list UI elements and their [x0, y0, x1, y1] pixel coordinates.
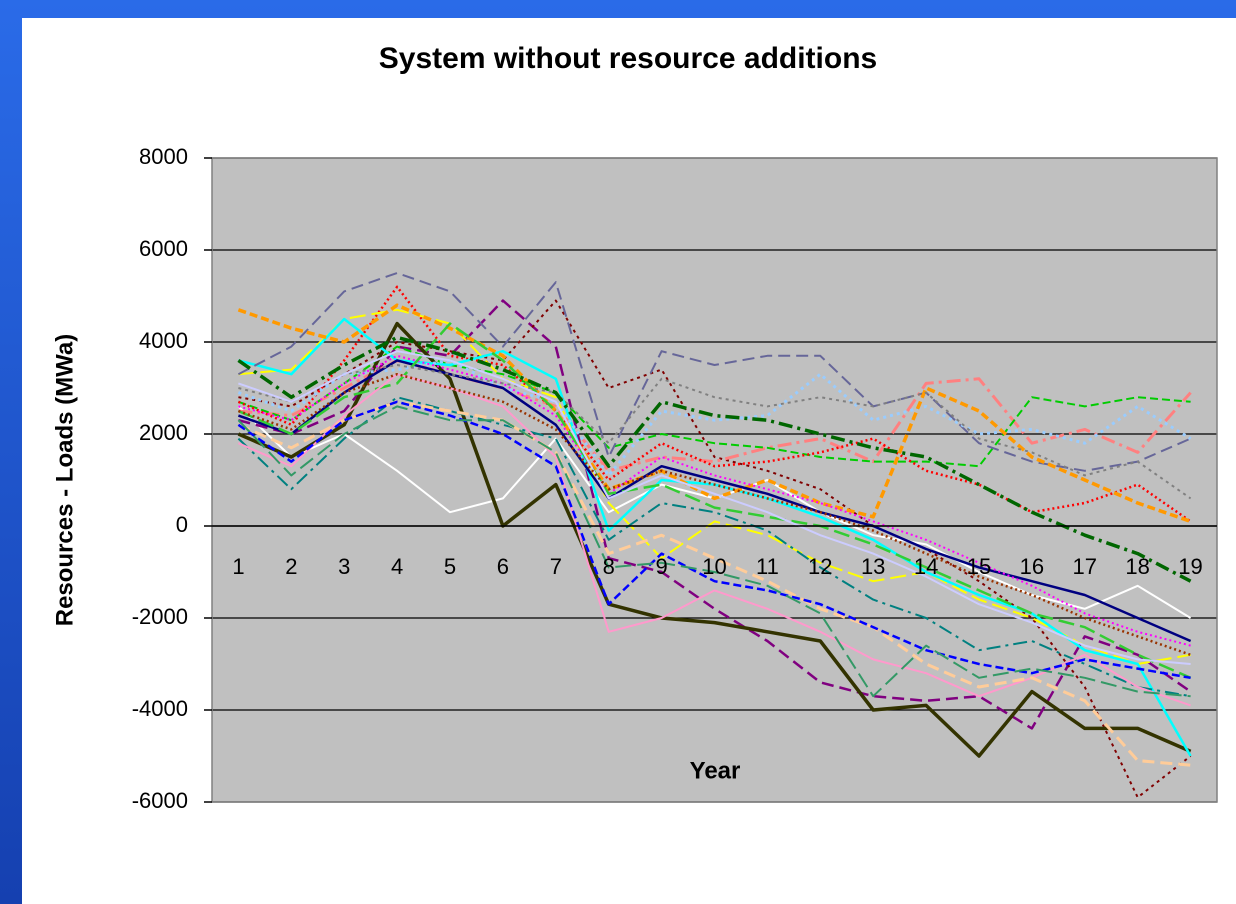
series-line — [237, 359, 1192, 643]
x-tick-label: 14 — [914, 554, 938, 579]
series-line — [237, 372, 1192, 656]
series-line — [238, 345, 1191, 468]
series-line — [238, 350, 1191, 665]
x-tick-label: 13 — [861, 554, 885, 579]
x-tick-label: 19 — [1178, 554, 1202, 579]
y-tick-label: 4000 — [139, 328, 188, 353]
series-line — [238, 354, 1191, 647]
x-tick-label: 7 — [550, 554, 562, 579]
chart-title: System without resource additions — [379, 42, 877, 75]
series-line — [237, 272, 1191, 472]
series-line — [237, 322, 1192, 679]
x-tick-label: 11 — [756, 554, 779, 579]
y-tick-label: -2000 — [132, 604, 188, 629]
series-line — [237, 335, 1192, 583]
series-line — [238, 308, 1191, 665]
series-line — [238, 364, 1192, 500]
x-tick-label: 2 — [285, 554, 297, 579]
y-tick-label: -6000 — [132, 788, 188, 813]
y-axis-label: Resources - Loads (MWa) — [51, 334, 78, 627]
lines — [237, 272, 1192, 799]
series-line — [238, 299, 1192, 730]
y-tick-label: 2000 — [139, 420, 188, 445]
x-tick-label: 6 — [497, 554, 509, 579]
x-tick-label: 4 — [391, 554, 403, 579]
x-axis-label: Year — [690, 757, 741, 784]
y-tick-label: 0 — [176, 512, 188, 537]
plot-border — [211, 157, 1218, 803]
x-tick-label: 1 — [232, 554, 244, 579]
x-tick-label: 3 — [338, 554, 350, 579]
y-tick-label: 6000 — [139, 236, 188, 261]
series-line — [237, 358, 1192, 477]
series-line — [238, 299, 1192, 799]
x-tick-label: 17 — [1073, 554, 1097, 579]
series-line — [237, 321, 1192, 758]
x-tick-label: 5 — [444, 554, 456, 579]
x-tick-label: 8 — [603, 554, 615, 579]
x-tick-label: 9 — [655, 554, 667, 579]
x-tick-label: 12 — [808, 554, 832, 579]
x-tick-label: 15 — [967, 554, 991, 579]
x-tick-label: 18 — [1125, 554, 1149, 579]
x-tick-label: 16 — [1020, 554, 1044, 579]
series-line — [237, 285, 1192, 523]
y-tick-label: -4000 — [132, 696, 188, 721]
series-line — [237, 405, 1191, 698]
y-tick-label: 8000 — [139, 144, 188, 169]
x-tick-label: 10 — [702, 554, 726, 579]
series-line — [237, 303, 1192, 524]
series-line — [237, 400, 1191, 680]
